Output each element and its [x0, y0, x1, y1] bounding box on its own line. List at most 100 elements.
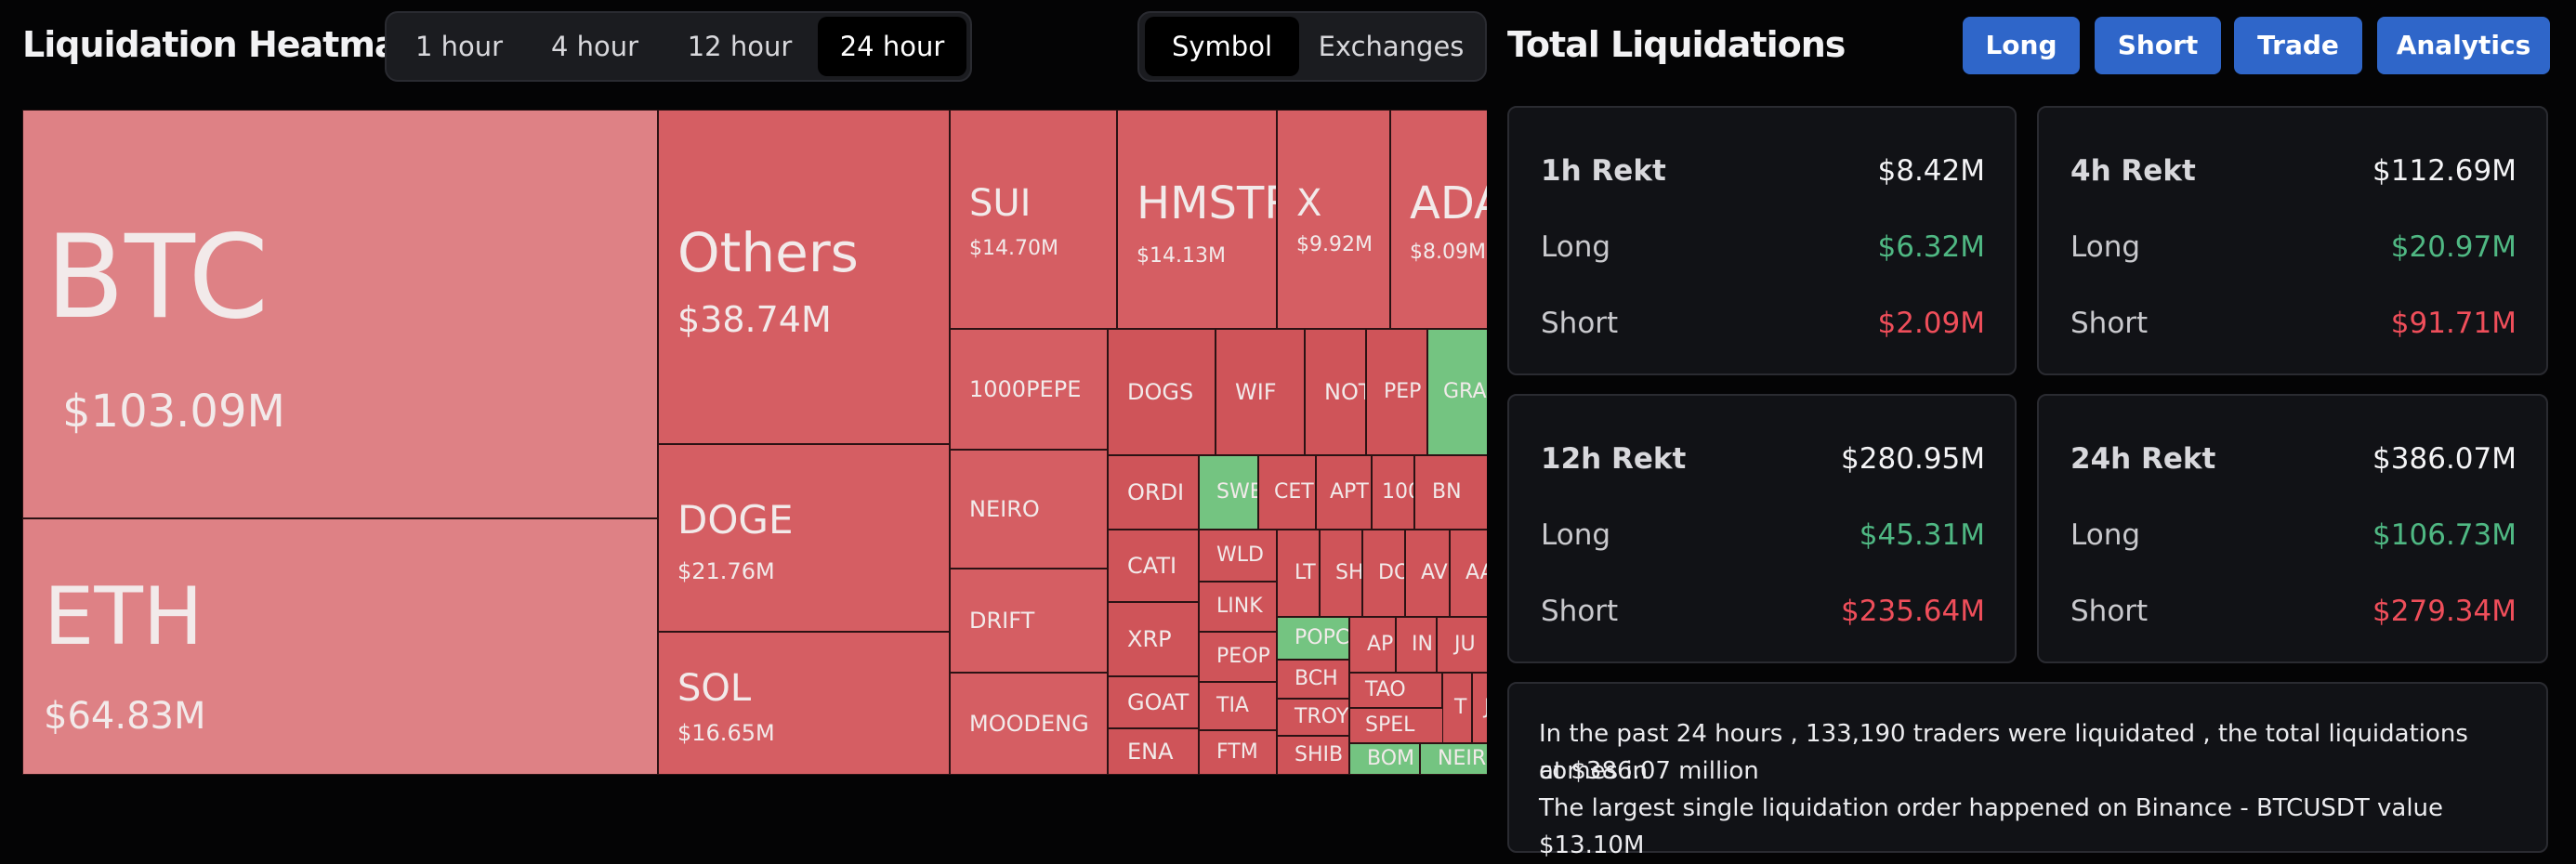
tile-symbol: SWE [1216, 480, 1258, 504]
tile-popc[interactable]: POPC [1277, 617, 1349, 660]
card-total: $112.69M [2372, 154, 2517, 188]
tile-value: $21.76M [677, 558, 775, 584]
tile-symbol: GOAT [1127, 689, 1189, 715]
short-label: Short [2070, 307, 2149, 340]
tile-swe[interactable]: SWE [1199, 455, 1258, 530]
tile-j[interactable]: J [1472, 673, 1487, 743]
tile-symbol: DRIFT [969, 608, 1035, 634]
tile-100[interactable]: 100 [1372, 455, 1414, 530]
tile-symbol: ENA [1127, 739, 1174, 765]
tile-apt[interactable]: APT [1316, 455, 1372, 530]
tile-symbol: T [1454, 696, 1467, 719]
summary-line-2: at $386.07 million [1539, 757, 1759, 785]
tile-cati[interactable]: CATI [1108, 530, 1199, 602]
tile-symbol: CATI [1127, 553, 1177, 579]
tile-t[interactable]: T [1442, 673, 1472, 743]
tile-pep[interactable]: PEP [1366, 329, 1427, 455]
tab-exchanges[interactable]: Exchanges [1318, 31, 1465, 62]
tile-sol[interactable]: SOL $16.65M [658, 632, 950, 775]
tile-others[interactable]: Others $38.74M [658, 110, 950, 444]
tile-gra[interactable]: GRA [1427, 329, 1487, 455]
tile-peop[interactable]: PEOP [1199, 632, 1277, 682]
tile-symbol: FTM [1216, 740, 1258, 764]
tile-do[interactable]: DO [1362, 530, 1405, 617]
tile-ena[interactable]: ENA [1108, 728, 1199, 775]
tile-symbol: NOT [1324, 379, 1365, 405]
tile-xrp[interactable]: XRP [1108, 602, 1199, 676]
tile-spel[interactable]: SPEL [1349, 708, 1444, 743]
tile-symbol: Others [677, 221, 859, 284]
tile-symbol: CET [1274, 480, 1314, 504]
tile-shib[interactable]: SHIB [1277, 736, 1349, 775]
tile-x[interactable]: X $9.92M [1277, 110, 1390, 329]
tile-neir[interactable]: NEIR [1420, 743, 1487, 775]
tile-bom[interactable]: BOM [1349, 743, 1420, 775]
long-label: Long [1541, 230, 1611, 264]
tab-24-hour[interactable]: 24 hour [818, 17, 966, 76]
tile-symbol: LT [1295, 561, 1316, 584]
tile-dogs[interactable]: DOGS [1108, 329, 1216, 455]
tile-sh[interactable]: SH [1320, 530, 1362, 617]
tab-symbol[interactable]: Symbol [1145, 17, 1299, 76]
tab-4-hour[interactable]: 4 hour [550, 31, 639, 62]
tile-symbol: HMSTR [1137, 177, 1276, 229]
tile-av[interactable]: AV [1405, 530, 1450, 617]
tile-ap[interactable]: AP [1349, 617, 1396, 673]
tile-sui[interactable]: SUI $14.70M [950, 110, 1117, 329]
short-button[interactable]: Short [2095, 17, 2221, 74]
tile-symbol: XRP [1127, 626, 1172, 652]
tile-bch[interactable]: BCH [1277, 660, 1349, 699]
tile-lt[interactable]: LT [1277, 530, 1320, 617]
tile-in[interactable]: IN [1396, 617, 1437, 673]
card-title: 1h Rekt [1541, 154, 1666, 188]
tile-symbol: GRA [1443, 380, 1487, 403]
tile-symbol: PEOP [1216, 645, 1270, 668]
heatmap-title: Liquidation Heatmap [22, 24, 423, 65]
tile-btc[interactable]: BTC $103.09M [22, 110, 658, 518]
trade-button[interactable]: Trade [2234, 17, 2362, 74]
tile-wld[interactable]: WLD [1199, 530, 1277, 582]
tile-hmstr[interactable]: HMSTR $14.13M [1117, 110, 1277, 329]
summary-line-3: The largest single liquidation order hap… [1539, 794, 2444, 859]
tab-1-hour[interactable]: 1 hour [414, 31, 504, 62]
long-button[interactable]: Long [1963, 17, 2080, 74]
tile-aa[interactable]: AA [1450, 530, 1487, 617]
tile-doge[interactable]: DOGE $21.76M [658, 444, 950, 632]
tile-moodeng[interactable]: MOODENG [950, 673, 1108, 775]
tile-link[interactable]: LINK [1199, 582, 1277, 632]
tile-tia[interactable]: TIA [1199, 682, 1277, 730]
tile-tao[interactable]: TAO [1349, 673, 1442, 708]
tile-wif[interactable]: WIF [1216, 329, 1305, 455]
tile-ju[interactable]: JU [1437, 617, 1487, 673]
tile-symbol: BTC [46, 211, 269, 345]
tile-drift[interactable]: DRIFT [950, 569, 1108, 673]
tile-cet[interactable]: CET [1258, 455, 1316, 530]
tile-symbol: WLD [1216, 543, 1264, 567]
tile-eth[interactable]: ETH $64.83M [22, 518, 658, 775]
tile-not[interactable]: NOT [1305, 329, 1366, 455]
tile-value: $14.70M [969, 237, 1058, 260]
tile-symbol: AV [1421, 561, 1448, 584]
rekt-card-24h: 24h Rekt $386.07M Long $106.73M Short $279.… [2037, 394, 2548, 663]
tile-value: $9.92M [1296, 233, 1373, 256]
tile-symbol: MOODENG [969, 711, 1089, 737]
tile-ordi[interactable]: ORDI [1108, 455, 1199, 530]
tile-1000pepe[interactable]: 1000PEPE [950, 329, 1108, 450]
tile-symbol: BOM [1367, 747, 1415, 770]
tile-symbol: TROY [1295, 705, 1349, 728]
tile-bn[interactable]: BN [1414, 455, 1487, 530]
tile-troy[interactable]: TROY [1277, 699, 1349, 736]
tab-12-hour[interactable]: 12 hour [687, 31, 793, 62]
rekt-card-1h: 1h Rekt $8.42M Long $6.32M Short $2.09M [1507, 106, 2017, 375]
tile-symbol: ORDI [1127, 479, 1185, 505]
tile-ftm[interactable]: FTM [1199, 730, 1277, 775]
short-label: Short [2070, 595, 2149, 628]
tile-ada[interactable]: ADA $8.09M [1390, 110, 1487, 329]
tile-symbol: TAO [1365, 678, 1406, 701]
tile-neiro[interactable]: NEIRO [950, 450, 1108, 569]
tile-symbol: ETH [44, 570, 204, 663]
tile-symbol: SH [1335, 561, 1362, 584]
tile-goat[interactable]: GOAT [1108, 676, 1199, 728]
short-value: $2.09M [1877, 307, 1986, 340]
analytics-button[interactable]: Analytics [2377, 17, 2550, 74]
